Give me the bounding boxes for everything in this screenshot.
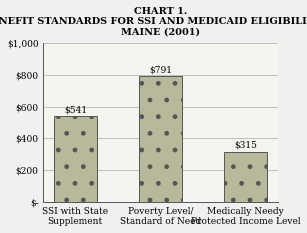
Bar: [139, 76, 182, 202]
Text: $541: $541: [64, 105, 87, 114]
Title: CHART 1.
BENEFIT STANDARDS FOR SSI AND MEDICAID ELIGIBILITY IN
MAINE (2001): CHART 1. BENEFIT STANDARDS FOR SSI AND M…: [0, 7, 307, 37]
Text: $315: $315: [234, 141, 257, 150]
Bar: [224, 152, 267, 202]
Text: $791: $791: [149, 65, 172, 74]
Bar: [54, 116, 97, 202]
